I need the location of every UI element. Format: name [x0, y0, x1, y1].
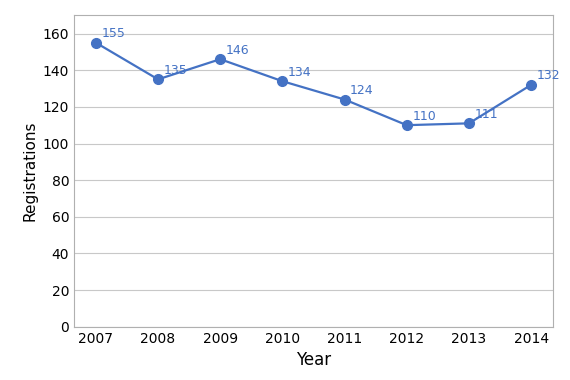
Text: 132: 132: [537, 69, 560, 82]
X-axis label: Year: Year: [296, 351, 331, 369]
Y-axis label: Registrations: Registrations: [22, 121, 37, 221]
Text: 135: 135: [164, 64, 188, 77]
Text: 110: 110: [412, 109, 436, 123]
Text: 134: 134: [288, 66, 312, 79]
Text: 124: 124: [350, 84, 374, 97]
Text: 146: 146: [226, 44, 250, 57]
Text: 155: 155: [101, 27, 125, 40]
Text: 111: 111: [474, 108, 498, 121]
